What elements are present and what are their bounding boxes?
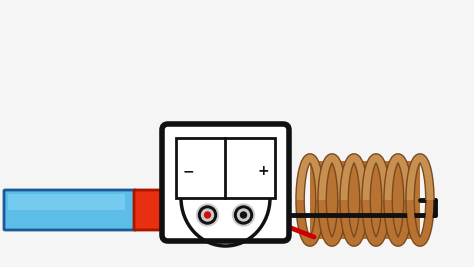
Circle shape [240, 212, 246, 218]
FancyBboxPatch shape [8, 194, 125, 210]
Circle shape [233, 204, 255, 226]
FancyBboxPatch shape [162, 124, 289, 241]
Circle shape [237, 209, 249, 221]
FancyBboxPatch shape [4, 190, 136, 230]
FancyBboxPatch shape [134, 190, 246, 230]
FancyBboxPatch shape [176, 138, 275, 198]
Bar [310, 161, 420, 239]
Circle shape [197, 204, 219, 226]
Circle shape [201, 209, 213, 221]
Circle shape [235, 206, 253, 224]
Text: +: + [257, 164, 269, 178]
Circle shape [204, 212, 210, 218]
Circle shape [199, 206, 217, 224]
Text: −: − [182, 164, 194, 178]
